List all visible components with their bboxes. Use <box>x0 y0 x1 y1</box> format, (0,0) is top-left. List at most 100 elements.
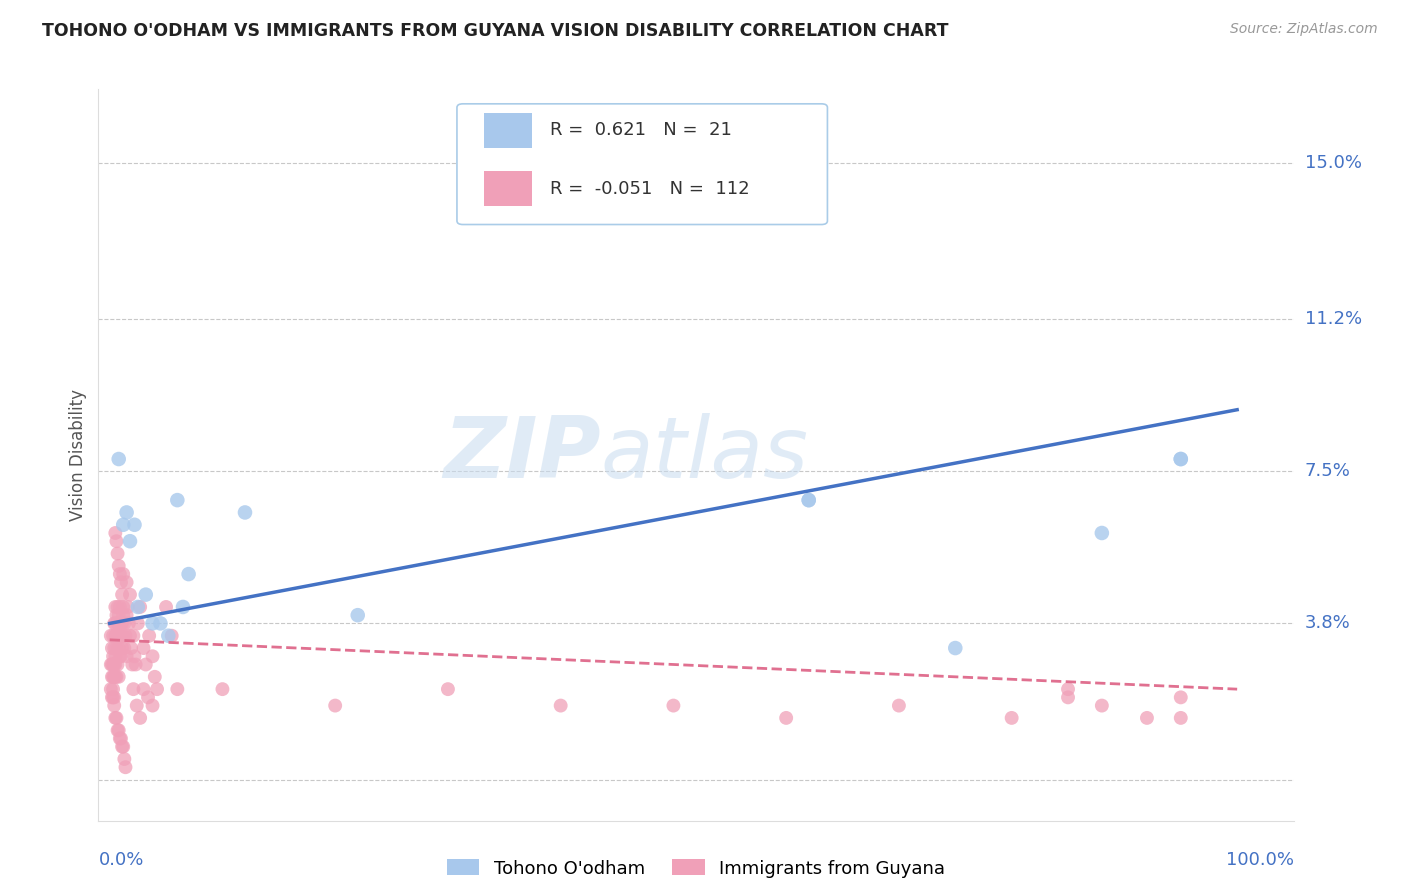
Point <box>132 641 155 656</box>
Point <box>101 690 124 705</box>
Point <box>346 608 368 623</box>
Point <box>157 629 180 643</box>
Point <box>103 690 125 705</box>
Point <box>104 616 127 631</box>
Point <box>107 616 129 631</box>
Point <box>100 682 122 697</box>
Point <box>105 711 128 725</box>
Point <box>107 616 129 631</box>
Point <box>118 616 141 631</box>
Point <box>103 616 125 631</box>
Point <box>775 711 797 725</box>
Point <box>108 649 131 664</box>
Point <box>101 657 124 672</box>
Point <box>120 641 142 656</box>
Point <box>122 629 145 643</box>
Point <box>112 567 135 582</box>
Text: ZIP: ZIP <box>443 413 600 497</box>
Point <box>112 752 135 766</box>
Text: 15.0%: 15.0% <box>1305 154 1361 172</box>
Point <box>110 649 132 664</box>
Point <box>1136 711 1159 725</box>
Point <box>107 641 129 656</box>
Point <box>177 567 200 582</box>
Point <box>1170 452 1192 467</box>
Point <box>127 599 149 614</box>
Point <box>107 558 129 573</box>
Point <box>1091 698 1114 713</box>
Point <box>887 698 910 713</box>
Point <box>1170 452 1192 467</box>
Point <box>124 649 146 664</box>
Point <box>146 682 169 697</box>
Point <box>115 505 138 519</box>
Point <box>135 657 157 672</box>
Point <box>121 657 143 672</box>
Point <box>111 641 134 656</box>
Text: 100.0%: 100.0% <box>1226 851 1294 869</box>
Point <box>111 739 134 754</box>
Point <box>166 682 188 697</box>
Text: R =  -0.051   N =  112: R = -0.051 N = 112 <box>550 179 749 198</box>
Point <box>107 452 129 467</box>
Point <box>105 670 128 684</box>
Point <box>111 588 134 602</box>
Point <box>662 698 685 713</box>
Point <box>112 599 135 614</box>
Point <box>136 690 159 705</box>
Point <box>103 641 125 656</box>
Point <box>138 629 160 643</box>
Point <box>1057 682 1080 697</box>
Point <box>112 608 135 623</box>
Text: Source: ZipAtlas.com: Source: ZipAtlas.com <box>1230 22 1378 37</box>
Point <box>110 731 132 746</box>
Point <box>112 517 135 532</box>
Point <box>155 599 177 614</box>
Point <box>127 616 149 631</box>
Point <box>115 608 138 623</box>
Point <box>122 682 145 697</box>
Point <box>107 723 129 738</box>
Point <box>103 670 125 684</box>
Point <box>111 616 134 631</box>
Text: 7.5%: 7.5% <box>1305 462 1351 481</box>
Point <box>105 608 128 623</box>
Legend: Tohono O'odham, Immigrants from Guyana: Tohono O'odham, Immigrants from Guyana <box>440 852 952 885</box>
Point <box>115 575 138 590</box>
FancyBboxPatch shape <box>457 103 827 225</box>
Text: 3.8%: 3.8% <box>1305 615 1350 632</box>
Point <box>114 760 136 774</box>
Point <box>1091 526 1114 541</box>
Point <box>105 629 128 643</box>
Point <box>100 629 122 643</box>
Point <box>103 698 125 713</box>
Point <box>125 698 148 713</box>
Point <box>107 629 129 643</box>
Point <box>166 493 188 508</box>
Point <box>1170 711 1192 725</box>
Point <box>1170 690 1192 705</box>
Point <box>118 629 141 643</box>
Point <box>112 641 135 656</box>
Point <box>101 670 124 684</box>
Point <box>129 599 152 614</box>
Point <box>101 682 124 697</box>
Y-axis label: Vision Disability: Vision Disability <box>69 389 87 521</box>
Point <box>101 629 124 643</box>
Point <box>132 682 155 697</box>
Point <box>104 526 127 541</box>
Point <box>141 698 163 713</box>
Point <box>143 670 166 684</box>
Point <box>101 670 124 684</box>
Point <box>101 641 124 656</box>
Point <box>141 616 163 631</box>
Text: R =  0.621   N =  21: R = 0.621 N = 21 <box>550 121 733 139</box>
FancyBboxPatch shape <box>485 171 533 206</box>
Point <box>104 629 127 643</box>
Point <box>108 731 131 746</box>
Point <box>115 649 138 664</box>
Point <box>172 599 194 614</box>
Point <box>323 698 346 713</box>
Point <box>110 629 132 643</box>
Point <box>101 690 124 705</box>
